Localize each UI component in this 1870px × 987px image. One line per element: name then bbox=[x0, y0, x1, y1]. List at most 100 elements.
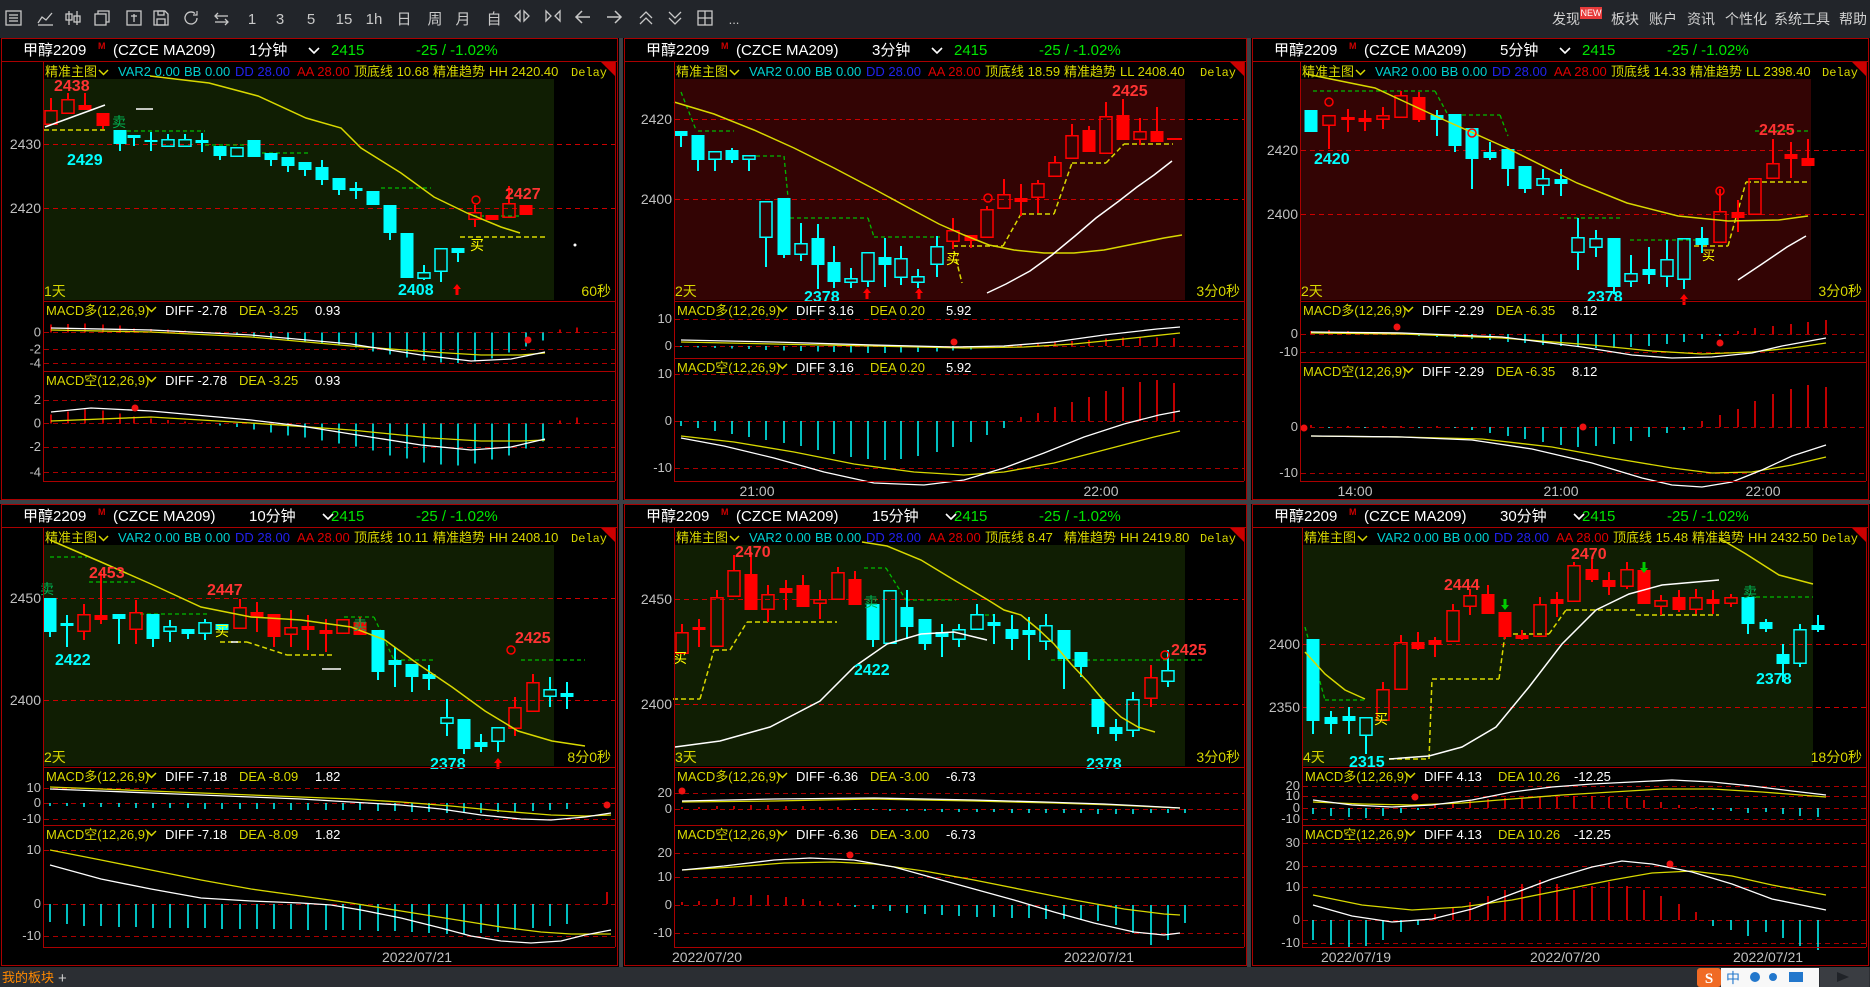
svg-text:1天: 1天 bbox=[44, 283, 66, 299]
svg-text:买: 买 bbox=[1374, 711, 1388, 727]
svg-text:顶底线 8.47: 顶底线 8.47 bbox=[985, 530, 1053, 545]
svg-text:-10: -10 bbox=[653, 460, 672, 475]
svg-text:2350: 2350 bbox=[1269, 699, 1300, 715]
svg-text:HH 2408.10: HH 2408.10 bbox=[489, 530, 558, 545]
svg-text:DD 28.00: DD 28.00 bbox=[1492, 64, 1547, 79]
svg-text:10: 10 bbox=[658, 311, 672, 326]
svg-text:卖: 卖 bbox=[112, 114, 126, 130]
svg-text:3分0秒: 3分0秒 bbox=[1196, 283, 1240, 299]
svg-text:Delay: Delay bbox=[571, 66, 607, 80]
svg-text:2: 2 bbox=[34, 392, 41, 407]
svg-text:买: 买 bbox=[215, 623, 229, 639]
svg-text:DEA -8.09: DEA -8.09 bbox=[239, 769, 298, 784]
svg-text:AA 28.00: AA 28.00 bbox=[1556, 530, 1609, 545]
svg-text:22:00: 22:00 bbox=[1745, 483, 1780, 499]
svg-text:DD 28.00: DD 28.00 bbox=[235, 64, 290, 79]
svg-text:VAR2 0.00: VAR2 0.00 bbox=[749, 530, 811, 545]
svg-text:-2: -2 bbox=[29, 342, 41, 357]
svg-text:卖: 卖 bbox=[353, 617, 367, 633]
svg-text:2429: 2429 bbox=[67, 152, 103, 169]
svg-text:0: 0 bbox=[34, 325, 41, 340]
svg-text:顶底线 10.68: 顶底线 10.68 bbox=[354, 64, 429, 79]
svg-text:2天: 2天 bbox=[1301, 283, 1323, 299]
svg-text:甲醇2209: 甲醇2209 bbox=[1274, 508, 1337, 525]
svg-text:2415: 2415 bbox=[331, 42, 364, 59]
svg-text:0: 0 bbox=[1291, 326, 1298, 341]
svg-text:DEA 10.26: DEA 10.26 bbox=[1498, 769, 1560, 784]
svg-text:DEA 0.20: DEA 0.20 bbox=[870, 360, 925, 375]
svg-text:卖: 卖 bbox=[864, 594, 878, 610]
svg-text:帮助: 帮助 bbox=[1839, 11, 1867, 27]
svg-text:精准主图: 精准主图 bbox=[1302, 64, 1354, 79]
svg-text:精准趋势: 精准趋势 bbox=[1690, 64, 1742, 79]
svg-text:2415: 2415 bbox=[331, 508, 364, 525]
svg-text:DD 28.00: DD 28.00 bbox=[235, 530, 290, 545]
svg-text:1: 1 bbox=[248, 11, 256, 28]
svg-text:2425: 2425 bbox=[1759, 122, 1795, 139]
svg-text:-10: -10 bbox=[1281, 811, 1300, 826]
svg-text:0.93: 0.93 bbox=[315, 303, 340, 318]
svg-text:DIFF 3.16: DIFF 3.16 bbox=[796, 303, 854, 318]
svg-text:MACD多(12,26,9): MACD多(12,26,9) bbox=[677, 303, 780, 318]
svg-text:2420: 2420 bbox=[1267, 142, 1298, 158]
svg-text:Delay: Delay bbox=[1200, 66, 1236, 80]
svg-text:2422: 2422 bbox=[55, 652, 91, 669]
svg-text:2470: 2470 bbox=[1571, 546, 1607, 563]
svg-text:AA 28.00: AA 28.00 bbox=[928, 64, 981, 79]
svg-text:BB 0.00: BB 0.00 bbox=[815, 64, 861, 79]
svg-text:DIFF -7.18: DIFF -7.18 bbox=[165, 769, 227, 784]
svg-text:3: 3 bbox=[276, 11, 284, 28]
svg-text:2438: 2438 bbox=[54, 78, 90, 95]
svg-text:M: M bbox=[98, 507, 106, 517]
svg-text:14:00: 14:00 bbox=[1337, 483, 1372, 499]
svg-text:2400: 2400 bbox=[641, 696, 672, 712]
svg-text:2420: 2420 bbox=[1314, 151, 1350, 168]
svg-text:DD 28.00: DD 28.00 bbox=[866, 64, 921, 79]
svg-text:DEA -3.25: DEA -3.25 bbox=[239, 303, 298, 318]
svg-text:顶底线 14.33: 顶底线 14.33 bbox=[1611, 64, 1686, 79]
svg-text:MACD空(12,26,9): MACD空(12,26,9) bbox=[46, 827, 149, 842]
svg-text:系统工具: 系统工具 bbox=[1774, 11, 1830, 27]
svg-text:Delay: Delay bbox=[1822, 532, 1858, 546]
svg-text:卖: 卖 bbox=[1743, 584, 1757, 600]
svg-text:我的板块: 我的板块 bbox=[2, 970, 54, 985]
svg-text:卖: 卖 bbox=[40, 581, 54, 597]
svg-text:2453: 2453 bbox=[89, 565, 125, 582]
svg-text:3分0秒: 3分0秒 bbox=[1196, 749, 1240, 765]
svg-text:M: M bbox=[721, 507, 729, 517]
svg-text:-10: -10 bbox=[22, 928, 41, 943]
svg-text:-10: -10 bbox=[1279, 344, 1298, 359]
svg-text:22:00: 22:00 bbox=[1083, 483, 1118, 499]
svg-text:4天: 4天 bbox=[1303, 749, 1325, 765]
svg-text:0: 0 bbox=[34, 896, 41, 911]
svg-text:2022/07/21: 2022/07/21 bbox=[1064, 949, 1134, 965]
svg-text:M: M bbox=[721, 41, 729, 51]
svg-text:0.93: 0.93 bbox=[315, 373, 340, 388]
svg-text:8.12: 8.12 bbox=[1572, 364, 1597, 379]
svg-text:精准主图: 精准主图 bbox=[676, 64, 728, 79]
svg-text:2427: 2427 bbox=[505, 186, 541, 203]
svg-text:2022/07/21: 2022/07/21 bbox=[1733, 949, 1803, 965]
svg-text:(CZCE MA209): (CZCE MA209) bbox=[736, 508, 839, 525]
svg-text:(CZCE MA209): (CZCE MA209) bbox=[113, 508, 216, 525]
svg-text:顶底线 10.11: 顶底线 10.11 bbox=[354, 530, 428, 545]
svg-text:中: 中 bbox=[1726, 970, 1740, 986]
svg-text:LL 2398.40: LL 2398.40 bbox=[1746, 64, 1811, 79]
svg-text:2420: 2420 bbox=[641, 111, 672, 127]
svg-text:精准主图: 精准主图 bbox=[1304, 530, 1356, 545]
svg-text:2022/07/20: 2022/07/20 bbox=[672, 949, 742, 965]
svg-text:10: 10 bbox=[1286, 788, 1300, 803]
svg-text:M: M bbox=[98, 41, 106, 51]
svg-text:VAR2 0.00: VAR2 0.00 bbox=[749, 64, 811, 79]
svg-text:甲醇2209: 甲醇2209 bbox=[1274, 42, 1337, 59]
svg-text:2022/07/21: 2022/07/21 bbox=[382, 949, 452, 965]
svg-text:2400: 2400 bbox=[1269, 636, 1300, 652]
svg-text:BB 0.00: BB 0.00 bbox=[1441, 64, 1487, 79]
svg-text:2400: 2400 bbox=[641, 191, 672, 207]
svg-text:BB 0.00: BB 0.00 bbox=[815, 530, 861, 545]
svg-text:精准趋势: 精准趋势 bbox=[1064, 530, 1116, 545]
svg-text:2400: 2400 bbox=[10, 692, 41, 708]
svg-text:VAR2 0.00: VAR2 0.00 bbox=[1375, 64, 1437, 79]
svg-text:2天: 2天 bbox=[44, 749, 66, 765]
svg-text:3分0秒: 3分0秒 bbox=[1818, 283, 1862, 299]
